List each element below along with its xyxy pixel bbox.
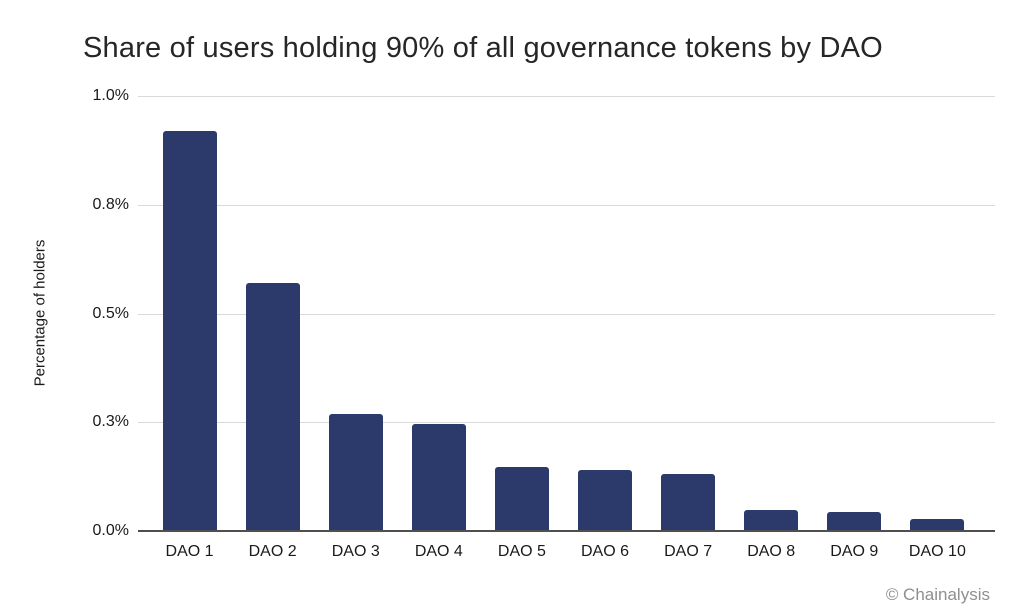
gridline xyxy=(138,204,995,206)
bar-dao-6 xyxy=(578,470,633,531)
bar-slot xyxy=(896,96,979,531)
bar-slot xyxy=(314,96,397,531)
x-axis-tick-labels: DAO 1 DAO 2 DAO 3 DAO 4 DAO 5 DAO 6 DAO 7 DAO 8… xyxy=(138,543,995,561)
bar-dao-4 xyxy=(411,424,466,531)
chart-title: Share of users holding 90% of all govern… xyxy=(83,32,883,64)
bar-dao-5 xyxy=(494,467,549,531)
x-tick-label: DAO 6 xyxy=(581,543,630,560)
bar-slot xyxy=(480,96,563,531)
bar-slot xyxy=(231,96,314,531)
x-tick-label: DAO 3 xyxy=(331,543,380,560)
y-axis-title: Percentage of holders xyxy=(31,239,49,387)
x-tick-label: DAO 2 xyxy=(248,543,297,560)
x-tick-label: DAO 1 xyxy=(165,543,214,560)
bar-dao-2 xyxy=(245,283,300,531)
y-tick-label: 0.0% xyxy=(92,522,129,539)
x-tick-label: DAO 10 xyxy=(908,543,966,560)
bars-layer xyxy=(138,96,995,531)
bar-slot xyxy=(148,96,231,531)
bar-dao-10 xyxy=(910,518,965,531)
x-tick-label: DAO 9 xyxy=(830,543,879,560)
plot-area: 0.0% 0.3% 0.5% 0.8% 1.0% xyxy=(93,87,995,539)
attribution-text: © Chainalysis xyxy=(885,585,990,604)
gridline xyxy=(138,313,995,315)
y-tick-label: 0.8% xyxy=(92,195,129,213)
bar-dao-8 xyxy=(744,510,799,531)
bar-slot xyxy=(730,96,813,531)
y-tick-label: 0.3% xyxy=(92,413,129,431)
bar-dao-7 xyxy=(661,473,716,531)
x-tick-label: DAO 5 xyxy=(497,543,546,560)
x-axis-line xyxy=(138,530,995,532)
x-tick-label: DAO 8 xyxy=(747,543,796,560)
bar-dao-1 xyxy=(162,130,217,531)
gridline xyxy=(138,96,995,97)
bar-dao-9 xyxy=(827,512,882,531)
x-tick-label: DAO 7 xyxy=(664,543,713,560)
gridline xyxy=(138,422,995,424)
bar-slot xyxy=(813,96,896,531)
bar-slot xyxy=(647,96,730,531)
bar-slot xyxy=(563,96,646,531)
y-tick-label: 1.0% xyxy=(92,87,129,104)
bar-slot xyxy=(397,96,480,531)
y-tick-label: 0.5% xyxy=(92,304,129,322)
bar-dao-3 xyxy=(328,413,383,531)
x-tick-label: DAO 4 xyxy=(414,543,463,560)
